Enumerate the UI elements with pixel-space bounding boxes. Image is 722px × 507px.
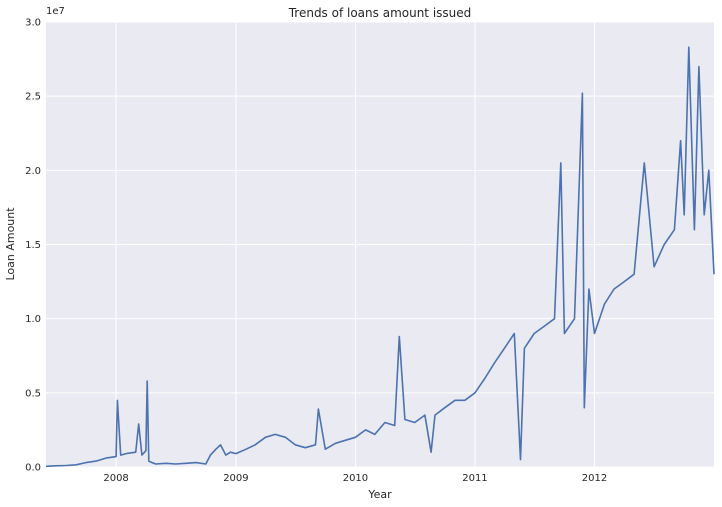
- x-axis-label: Year: [367, 488, 392, 501]
- y-tick-labels: 0.0 0.5 1.0 1.5 2.0 2.5 3.0: [25, 18, 41, 474]
- chart-title: Trends of loans amount issued: [288, 6, 472, 20]
- y-offset-label: 1e7: [46, 6, 65, 17]
- x-tick-label: 2010: [343, 473, 368, 484]
- x-tick-labels: 2008 2009 2010 2011 2012: [103, 473, 607, 484]
- series-layer: [45, 46, 715, 468]
- y-tick-label: 1.5: [25, 240, 41, 251]
- series-line-0: [45, 46, 715, 468]
- x-tick-label: 2012: [582, 473, 607, 484]
- x-tick-label: 2008: [103, 473, 128, 484]
- y-tick-label: 3.0: [25, 18, 41, 29]
- y-tick-label: 2.5: [25, 92, 41, 103]
- y-gridlines: [46, 21, 714, 468]
- y-tick-label: 2.0: [25, 166, 41, 177]
- y-tick-label: 0.5: [25, 388, 41, 399]
- x-tick-label: 2011: [462, 473, 487, 484]
- y-axis-label: Loan Amount: [4, 207, 17, 281]
- x-tick-label: 2009: [223, 473, 248, 484]
- y-tick-label: 1.0: [25, 314, 41, 325]
- y-tick-label: 0.0: [25, 463, 41, 474]
